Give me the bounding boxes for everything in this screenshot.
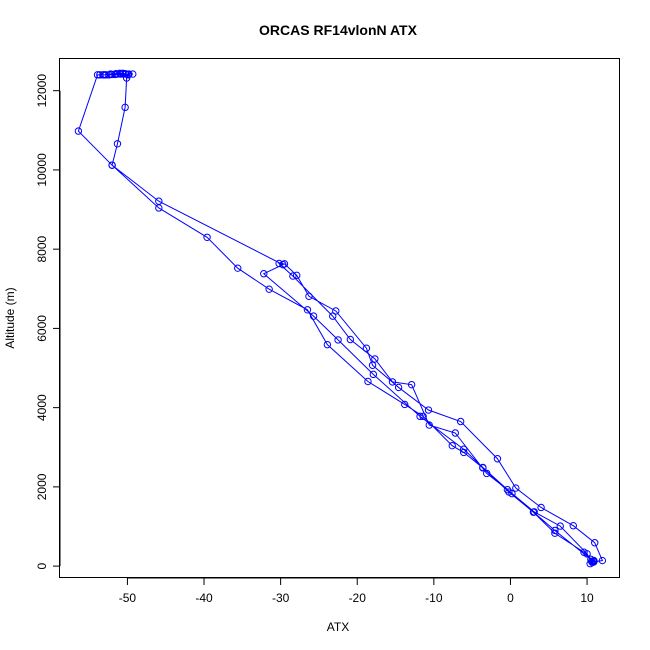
x-tick-label: -50	[119, 591, 137, 605]
data-point	[598, 556, 607, 565]
data-point	[234, 264, 242, 272]
data-point	[113, 140, 122, 148]
data-point	[460, 445, 468, 453]
y-tick-label: 6000	[35, 315, 49, 342]
y-tick-label: 2000	[35, 473, 49, 500]
data-point	[368, 361, 377, 369]
data-point	[483, 469, 491, 478]
data-point	[346, 335, 355, 344]
data-point	[460, 448, 468, 457]
y-tick-label: 4000	[35, 394, 49, 421]
data-point	[112, 69, 120, 78]
data-point	[124, 71, 132, 79]
data-point	[108, 161, 116, 169]
data-point	[503, 485, 512, 494]
data-point	[289, 272, 297, 280]
data-point	[451, 429, 459, 437]
data-point	[537, 503, 545, 512]
data-point	[448, 441, 456, 450]
data-point	[388, 378, 397, 386]
x-tick-label: 0	[507, 591, 514, 605]
data-point	[407, 380, 416, 389]
data-point	[305, 292, 313, 301]
data-point	[96, 71, 104, 79]
data-point	[293, 271, 301, 280]
data-point	[323, 340, 332, 349]
data-point	[530, 508, 538, 516]
x-tick-label: 10	[580, 591, 594, 605]
y-tick-label: 0	[35, 562, 49, 569]
data-point	[121, 103, 129, 112]
data-point	[416, 412, 424, 421]
y-tick-label: 12000	[35, 74, 49, 108]
data-point	[479, 463, 487, 472]
data-point	[583, 550, 591, 558]
data-point	[74, 127, 83, 135]
x-axis: -50 -40 -30 -20 -10 0 10	[119, 577, 594, 605]
x-tick-label: -40	[195, 591, 213, 605]
data-point	[334, 336, 342, 344]
data-point	[155, 197, 163, 205]
y-tick-label: 8000	[35, 235, 49, 262]
data-point	[265, 285, 273, 293]
data-point	[309, 312, 318, 320]
data-point	[401, 400, 409, 409]
x-tick-label: -20	[349, 591, 367, 605]
x-tick-label: -10	[425, 591, 443, 605]
y-tick-label: 10000	[35, 153, 49, 187]
data-point	[371, 355, 379, 363]
data-point	[364, 377, 372, 386]
x-axis-label: ATX	[327, 620, 349, 634]
data-point	[419, 412, 427, 421]
data-point	[587, 555, 595, 564]
data-point	[100, 71, 109, 79]
data-point	[116, 69, 124, 77]
data-point	[119, 69, 127, 77]
data-point	[394, 383, 403, 392]
data-point	[275, 259, 283, 268]
data-point	[425, 421, 433, 429]
series-line	[77, 72, 604, 565]
data-point	[551, 526, 559, 535]
data-point	[551, 529, 559, 537]
data-point	[260, 270, 268, 278]
data-point	[556, 522, 564, 530]
data-point	[512, 484, 520, 492]
chart-title: ORCAS RF14vlonN ATX	[259, 22, 418, 38]
series-layer	[74, 69, 607, 568]
data-point	[279, 260, 287, 269]
x-tick-label: -30	[272, 591, 290, 605]
data-point	[493, 455, 502, 463]
data-point	[362, 344, 371, 352]
data-point	[569, 522, 577, 530]
data-point	[591, 539, 599, 547]
data-point	[329, 312, 337, 320]
y-axis: 0 2000 4000 6000 8000 10000 12000	[35, 74, 61, 569]
data-point	[369, 370, 378, 379]
data-point	[456, 417, 465, 426]
plot-frame	[59, 58, 620, 578]
data-point	[203, 233, 211, 241]
data-point	[424, 406, 433, 414]
y-axis-label: Altitude (m)	[3, 287, 17, 348]
data-point	[303, 306, 312, 314]
data-point	[508, 489, 516, 498]
